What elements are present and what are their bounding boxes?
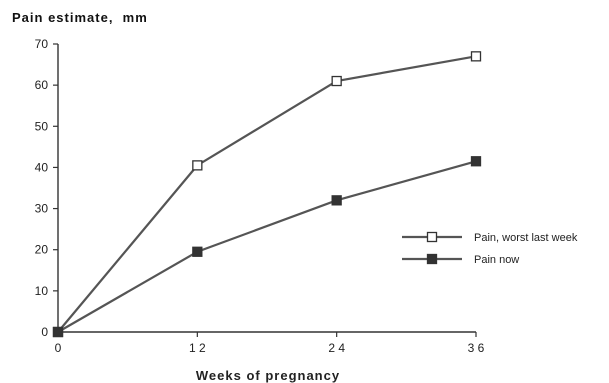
series-group bbox=[52, 51, 482, 338]
x-axis-title: Weeks of pregnancy bbox=[196, 368, 340, 383]
data-point-pain-worst-last-week bbox=[470, 51, 482, 62]
x-tick-label: 0 bbox=[55, 341, 62, 355]
y-axis-title: Pain estimate, mm bbox=[12, 10, 148, 25]
x-tick-label: 2 4 bbox=[328, 341, 345, 355]
data-point-pain-worst-last-week bbox=[331, 75, 342, 87]
legend-marker-pain-now bbox=[426, 253, 438, 265]
axes: 0 10 20 30 40 50 60 70 0 1 2 2 4 3 6 bbox=[35, 37, 485, 355]
x-tick-label: 3 6 bbox=[468, 341, 485, 355]
y-tick-label: 70 bbox=[35, 37, 49, 51]
data-point-pain-now bbox=[52, 326, 64, 338]
series-line-pain-worst-last-week bbox=[57, 55, 477, 333]
legend-label: Pain now bbox=[474, 254, 519, 266]
data-point-pain-now bbox=[331, 195, 342, 206]
series-line-pain-now bbox=[57, 160, 477, 333]
data-point-pain-now bbox=[470, 156, 482, 167]
legend-label: Pain, worst last week bbox=[474, 232, 578, 244]
y-tick-label: 20 bbox=[35, 243, 49, 257]
legend: Pain, worst last week Pain now bbox=[402, 231, 578, 266]
y-tick-label: 40 bbox=[35, 160, 49, 174]
y-tick-label: 30 bbox=[35, 202, 49, 216]
y-tick-label: 10 bbox=[35, 284, 49, 298]
data-point-pain-worst-last-week bbox=[192, 160, 203, 171]
y-tick-label: 0 bbox=[41, 325, 48, 339]
x-tick-label: 1 2 bbox=[189, 341, 206, 355]
legend-marker-pain-worst-last-week bbox=[426, 231, 438, 243]
y-tick-label: 60 bbox=[35, 78, 49, 92]
y-tick-label: 50 bbox=[35, 119, 49, 133]
data-point-pain-now bbox=[192, 246, 203, 257]
